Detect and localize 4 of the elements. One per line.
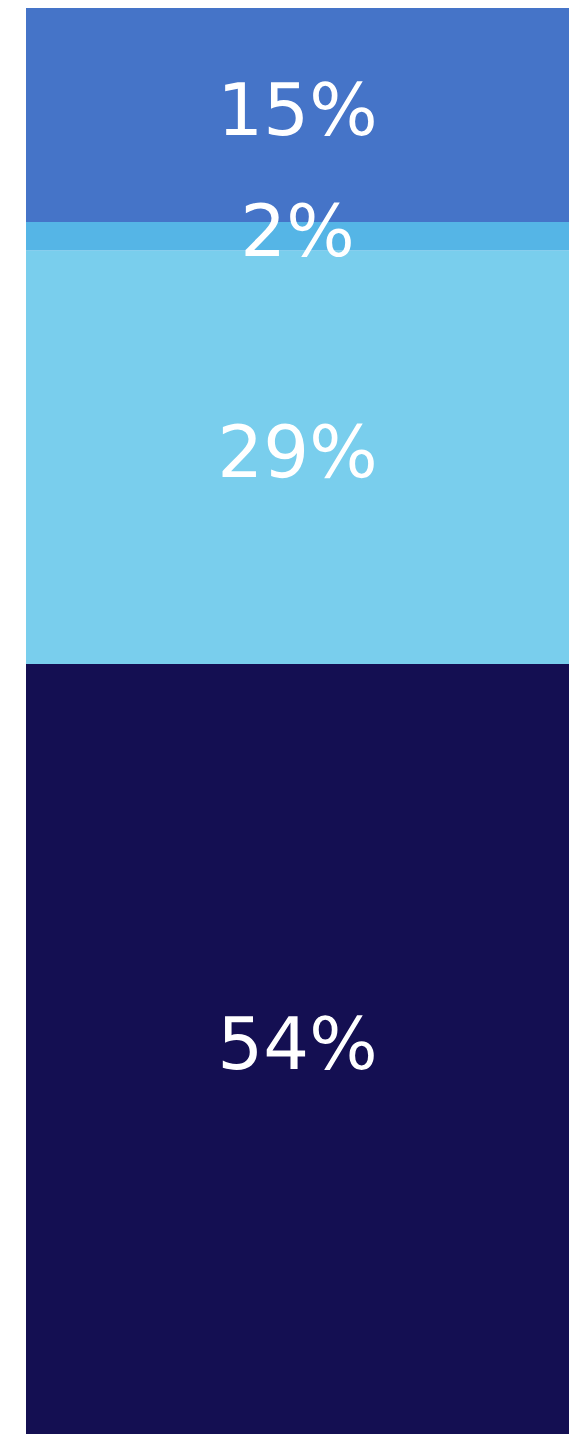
data-label: 15%: [225, 81, 374, 136]
data-label: 54%: [222, 1015, 374, 1070]
data-label: 2%: [245, 202, 351, 258]
data-label: 29%: [222, 423, 374, 479]
